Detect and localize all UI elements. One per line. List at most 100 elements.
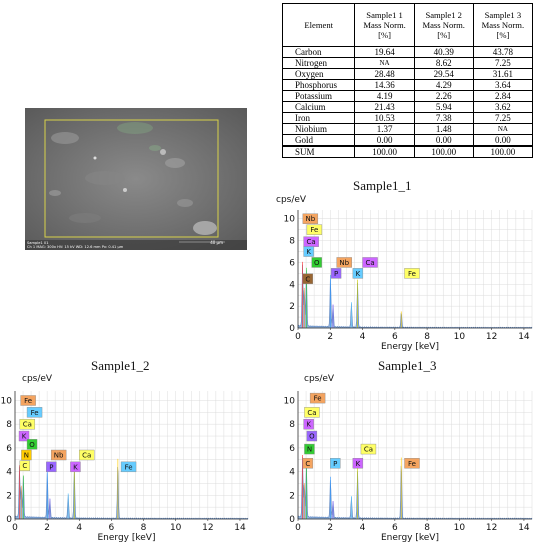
element-badge-box [404, 458, 420, 469]
element-badge-label: Nb [339, 259, 349, 267]
x-tick-label: 0 [295, 523, 301, 533]
x-tick-label: 10 [454, 523, 466, 533]
x-tick-label: 14 [518, 523, 530, 533]
element-badge-label: C [305, 275, 310, 283]
element-badge-label: Ca [82, 452, 91, 460]
element-badge-box [330, 458, 341, 469]
element-badge-box [304, 407, 320, 418]
element-badge-label: K [22, 433, 27, 441]
element-badge-box [303, 418, 314, 430]
sem-texture [25, 108, 247, 250]
table-sum-row: SUM 100.00 100.00 100.00 [281, 145, 534, 158]
element-badge-label: Fe [125, 463, 133, 471]
element-badge-box [21, 449, 32, 461]
spectrum-series [297, 264, 533, 329]
sem-caption-line1: Sample1 01 [27, 241, 49, 245]
x-tick-label: 6 [109, 523, 115, 533]
element-badge: Fe [404, 268, 420, 279]
table-header-line: [%] [437, 30, 451, 40]
x-tick-label: 2 [327, 332, 333, 342]
table-row: Gold 0.00 0.00 0.00 [281, 134, 534, 147]
sem-caption-line2: Ch 1 MAG: 300x HV: 15 kV WD: 12.6 mm Px:… [27, 245, 124, 249]
y-tick-label: 10 [1, 396, 13, 406]
element-badge-box [352, 458, 364, 469]
table-header-line: Mass Norm. [481, 20, 525, 30]
element-badge-label: K [356, 460, 361, 468]
element-badge-label: K [73, 463, 78, 471]
table-header-cell: Sample1 1 Mass Norm. [%] [354, 3, 415, 47]
table-row: Niobium 1.37 1.48 NA [281, 123, 534, 135]
spectrum-series [14, 466, 249, 520]
x-tick-label: 12 [486, 523, 497, 533]
element-badge-label: K [306, 421, 311, 429]
element-badge: N [21, 449, 32, 461]
element-badge-label: O [314, 259, 320, 267]
x-tick-label: 14 [518, 332, 530, 342]
table-header-cell: Sample1 2 Mass Norm. [%] [413, 3, 474, 47]
element-badge-label: C [22, 462, 27, 470]
element-badge-box [79, 449, 95, 461]
table-header-row: Element Sample1 1 Mass Norm. [%] Sample1 2 Ma… [281, 3, 534, 47]
element-name-cell: Niobium [281, 123, 356, 135]
element-badge-box [19, 460, 31, 471]
element-badge-label: N [307, 446, 312, 454]
sem-scale-label: 40 μm [210, 240, 223, 245]
element-badge: Fe [120, 461, 137, 473]
plot-area [298, 391, 532, 519]
element-badge-label: Fe [408, 270, 416, 278]
element-badge-label: O [29, 441, 35, 449]
y-tick-label: 8 [289, 237, 295, 247]
element-badge-box [70, 461, 81, 473]
element-badge-label: Ca [365, 259, 374, 267]
element-badge-box [50, 449, 67, 461]
value-cell: 1.48 [413, 123, 474, 135]
element-badge: Nb [302, 213, 319, 224]
element-badge: Fe [26, 407, 43, 418]
y-tick-label: 10 [284, 396, 296, 406]
x-tick-label: 6 [392, 523, 398, 533]
element-badge-box [46, 461, 57, 473]
element-badge: K [303, 418, 314, 430]
element-badge-label: P [333, 460, 337, 468]
element-badge: Ca [19, 418, 36, 430]
element-badge-box [19, 418, 36, 430]
table-row: Phosphorus 14.36 4.29 3.64 [281, 79, 534, 91]
element-badge: P [330, 458, 341, 469]
x-axis-label: Energy [keV] [381, 533, 439, 543]
y-tick-label: 0 [289, 324, 295, 334]
table-row: Oxygen 28.48 29.54 31.61 [281, 68, 534, 80]
element-badge: O [311, 257, 322, 268]
element-badge-box [330, 268, 342, 279]
element-badge: O [306, 430, 318, 442]
element-badge-box [352, 268, 364, 279]
x-tick-label: 10 [454, 332, 466, 342]
x-tick-label: 8 [424, 332, 430, 342]
element-badge: Fe [306, 224, 323, 235]
chart-1-title: Sample1_1 [353, 178, 412, 193]
y-tick-label: 4 [289, 280, 295, 290]
composition-table: Element Sample1 1 Mass Norm. [%] Sample1 2 Ma… [281, 3, 534, 158]
table-header-line: Sample1 1 [366, 10, 403, 20]
y-tick-label: 10 [284, 215, 296, 225]
x-tick-label: 2 [44, 523, 50, 533]
element-badge-label: Nb [54, 452, 64, 460]
y-tick-label: 8 [6, 420, 12, 430]
element-badge-label: K [306, 248, 311, 256]
sum-label-cell: SUM [281, 145, 356, 158]
value-cell: 31.61 [472, 68, 534, 80]
x-tick-label: 12 [202, 523, 213, 533]
element-badge-label: Fe [310, 226, 318, 234]
element-badge-box [304, 443, 315, 455]
sem-micrograph: Sample1 01 Ch 1 MAG: 300x HV: 15 kV WD: … [25, 108, 247, 250]
element-badge: K [352, 268, 364, 279]
element-badge-box [311, 257, 322, 268]
y-tick-label: 2 [6, 491, 12, 501]
element-badge-box [302, 213, 319, 224]
element-badge: Fe [404, 458, 420, 469]
table-header-line: Mass Norm. [422, 20, 465, 30]
element-badge: Nb [50, 449, 67, 461]
table-row: Carbon 19.64 40.39 43.78 [281, 46, 534, 58]
element-badge: K [303, 246, 314, 257]
